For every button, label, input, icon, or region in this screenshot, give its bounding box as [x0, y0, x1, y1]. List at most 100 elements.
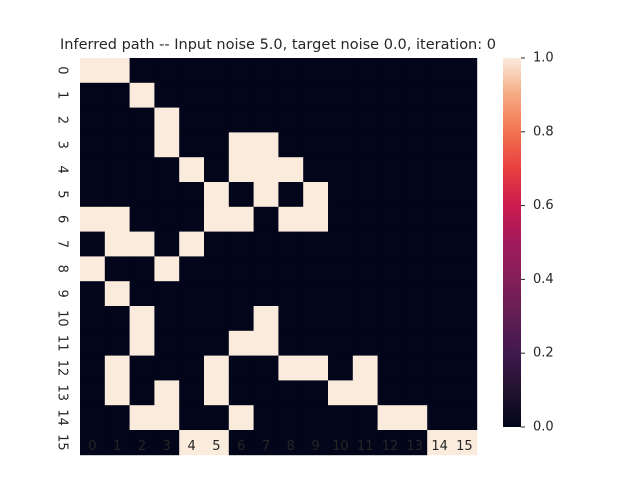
colorbar-tick-label: 0.8: [533, 124, 554, 139]
heatmap-cell: [80, 281, 106, 307]
heatmap-cell: [204, 157, 230, 183]
heatmap-cell: [278, 82, 304, 108]
heatmap-cell: [154, 206, 180, 232]
heatmap-cell: [228, 58, 254, 84]
heatmap-cell: [402, 82, 428, 108]
x-tick-label: 12: [382, 439, 399, 454]
heatmap-cell: [228, 380, 254, 406]
heatmap-cell: [204, 405, 230, 431]
y-tick-label: 7: [55, 240, 70, 248]
heatmap-cell: [228, 405, 254, 431]
heatmap-cell: [303, 355, 329, 381]
heatmap-cell: [204, 256, 230, 282]
heatmap-cell: [328, 281, 354, 307]
heatmap-cell: [80, 58, 106, 84]
heatmap-cell: [328, 405, 354, 431]
x-tick-label: 3: [163, 439, 171, 454]
y-tick-label: 0: [55, 66, 70, 74]
x-tick-label: 8: [287, 439, 295, 454]
heatmap-cell: [402, 107, 428, 133]
heatmap-cell: [402, 355, 428, 381]
heatmap-cell: [427, 330, 453, 356]
heatmap-cell: [352, 306, 378, 332]
colorbar: [503, 58, 521, 427]
heatmap-cell: [204, 58, 230, 84]
heatmap-cell: [402, 281, 428, 307]
heatmap-cell: [303, 231, 329, 257]
heatmap-cell: [80, 380, 106, 406]
heatmap-cell: [104, 182, 130, 208]
heatmap-cell: [80, 430, 106, 456]
heatmap-cell: [328, 182, 354, 208]
heatmap-cell: [204, 430, 230, 456]
heatmap-cell: [204, 231, 230, 257]
x-tick-label: 4: [187, 439, 195, 454]
heatmap-cell: [204, 281, 230, 307]
heatmap-cell: [179, 430, 205, 456]
heatmap-cell: [129, 107, 155, 133]
heatmap-cell: [377, 256, 403, 282]
heatmap-cell: [204, 107, 230, 133]
x-tick-label: 2: [138, 439, 146, 454]
heatmap-cell: [253, 306, 279, 332]
heatmap-cell: [452, 206, 478, 232]
heatmap-cell: [129, 330, 155, 356]
heatmap-cell: [253, 182, 279, 208]
heatmap-cell: [104, 107, 130, 133]
heatmap-cell: [452, 281, 478, 307]
heatmap-cell: [228, 256, 254, 282]
heatmap-cell: [104, 405, 130, 431]
heatmap-cell: [377, 430, 403, 456]
colorbar-tick-label: 1.0: [533, 51, 554, 66]
heatmap-cell: [154, 82, 180, 108]
heatmap-cell: [328, 306, 354, 332]
heatmap-cell: [377, 231, 403, 257]
heatmap-cells: [80, 58, 478, 456]
heatmap-cell: [452, 182, 478, 208]
heatmap-cell: [154, 107, 180, 133]
heatmap-cell: [452, 430, 478, 456]
heatmap-cell: [154, 157, 180, 183]
heatmap-cell: [179, 355, 205, 381]
heatmap-cell: [204, 306, 230, 332]
y-tick-label: 10: [55, 310, 70, 327]
heatmap-cell: [129, 306, 155, 332]
heatmap-cell: [154, 58, 180, 84]
y-tick-label: 2: [55, 116, 70, 124]
heatmap-cell: [179, 132, 205, 158]
heatmap-cell: [179, 58, 205, 84]
heatmap-cell: [104, 306, 130, 332]
heatmap-cell: [129, 58, 155, 84]
heatmap-cell: [303, 107, 329, 133]
heatmap-cell: [352, 355, 378, 381]
heatmap-cell: [253, 281, 279, 307]
heatmap-cell: [427, 430, 453, 456]
heatmap-cell: [452, 58, 478, 84]
heatmap-cell: [104, 231, 130, 257]
heatmap-cell: [377, 380, 403, 406]
heatmap-cell: [278, 281, 304, 307]
y-tick-label: 6: [55, 215, 70, 223]
heatmap-cell: [253, 157, 279, 183]
heatmap-cell: [80, 231, 106, 257]
y-tick-label: 3: [55, 141, 70, 149]
y-tick-label: 4: [55, 165, 70, 173]
heatmap-cell: [179, 306, 205, 332]
heatmap-cell: [278, 380, 304, 406]
colorbar-ticks: 0.0 0.2 0.4 0.6 0.8 1.0: [521, 51, 554, 435]
heatmap-cell: [452, 405, 478, 431]
heatmap-cell: [427, 182, 453, 208]
x-tick-label: 0: [88, 439, 96, 454]
heatmap-cell: [427, 231, 453, 257]
heatmap-cell: [352, 58, 378, 84]
heatmap-cell: [204, 182, 230, 208]
heatmap-cell: [452, 380, 478, 406]
heatmap-cell: [352, 132, 378, 158]
heatmap-cell: [377, 107, 403, 133]
heatmap-cell: [427, 380, 453, 406]
heatmap-cell: [377, 306, 403, 332]
heatmap-cell: [129, 256, 155, 282]
heatmap-cell: [352, 405, 378, 431]
heatmap-cell: [253, 330, 279, 356]
